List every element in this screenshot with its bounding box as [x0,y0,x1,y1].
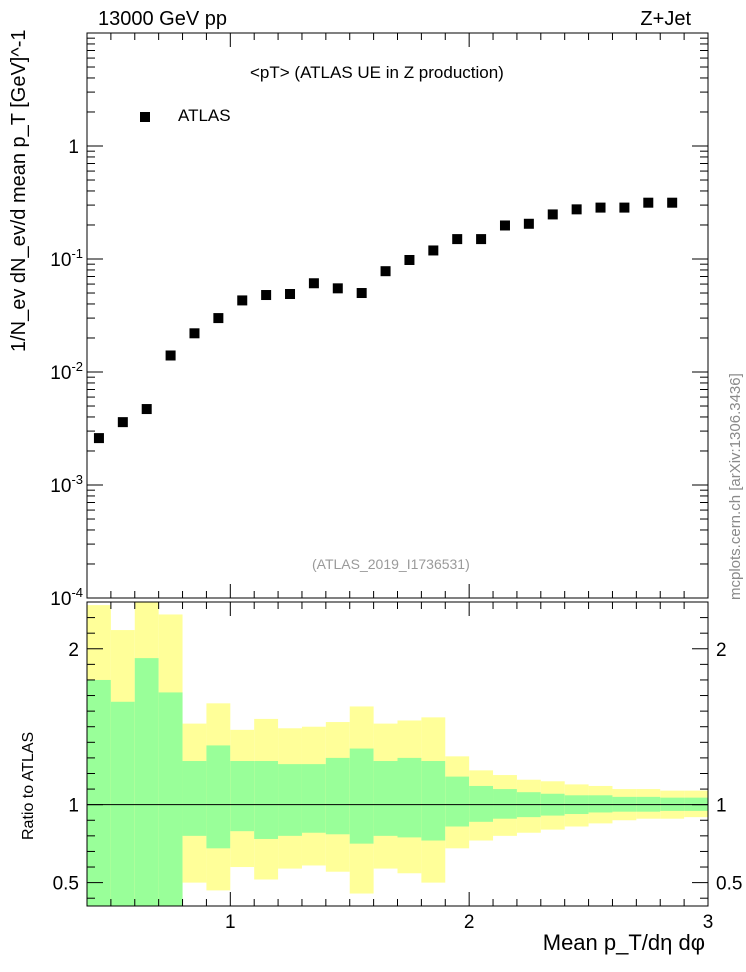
inner-band-bin [278,764,302,836]
data-point [571,204,582,215]
inner-band-bin [493,789,517,819]
process-label: Z+Jet [640,8,691,30]
ratio-bands [87,602,708,906]
data-point [93,433,104,444]
analysis-tag: (ATLAS_2019_I1736531) [312,556,470,572]
x-tick-label: 2 [464,912,475,933]
data-point [141,404,152,415]
inner-band-bin [110,701,135,906]
data-point [189,328,200,339]
inner-band-bin [182,761,207,836]
ratio-y-tick-label: 1 [68,796,79,817]
tick-labels: 10-4 10-3 10-2 10-1 1 0.5 0.5 1 1 2 2 1 2 3 [50,137,742,933]
data-point [499,220,510,231]
ratio-y-tick-label-right: 0.5 [716,874,742,895]
data-point [356,288,367,299]
y-tick-label: 10-4 [50,585,83,610]
data-point [643,197,654,208]
data-point [667,197,678,208]
data-point [595,202,606,213]
data-markers [93,197,678,444]
y-tick-label: 10-3 [50,472,83,497]
data-point [476,234,487,245]
inner-band-bin [254,761,279,839]
data-point [165,350,176,361]
main-panel-frame [86,32,709,599]
legend-marker [140,112,150,122]
y-tick-label: 10-1 [50,246,83,271]
plot-title: <pT> (ATLAS UE in Z production) [250,63,504,82]
side-label: mcplots.cern.ch [arXiv:1306.3436] [727,373,744,600]
inner-band-bin [469,785,494,822]
ratio-y-tick-label-right: 2 [716,640,727,661]
y-tick-label: 1 [68,137,79,158]
inner-band-bin [445,776,470,827]
ratio-y-axis-label: Ratio to ATLAS [20,731,37,840]
x-tick-label: 1 [225,912,236,933]
data-point [332,283,343,294]
inner-band-bin [134,658,159,906]
inner-band-bin [325,757,350,835]
data-point [237,295,248,306]
data-point [452,234,463,245]
inner-band-bin [206,745,231,849]
ratio-y-tick-label-right: 1 [716,796,727,817]
data-point [285,289,296,300]
data-point [619,202,630,213]
axis-ticks [86,33,709,906]
inner-band-bin [158,692,183,906]
data-point [547,209,558,220]
ratio-y-tick-label: 0.5 [53,874,79,895]
data-point [261,290,272,301]
inner-band-bin [301,764,326,833]
data-point [308,278,319,289]
inner-band-bin [349,748,374,844]
inner-band-bin [87,679,111,906]
inner-band-bin [397,757,422,838]
data-point [380,266,391,277]
data-point [523,218,534,229]
ratio-y-tick-label: 2 [68,640,79,661]
data-point [213,313,224,324]
inner-band-bin [421,761,446,841]
legend-label: ATLAS [178,106,231,125]
inner-band-bin [588,795,613,813]
y-tick-label: 10-2 [50,359,83,384]
x-tick-label: 3 [703,912,714,933]
data-point [404,254,415,265]
x-axis-label: Mean p_T/dη dφ [542,930,705,955]
data-point [117,417,128,428]
inner-band-bin [373,761,398,836]
energy-label: 13000 GeV pp [98,8,227,30]
data-point [428,245,439,256]
ratio-panel-frame [86,601,709,907]
main-y-axis-label: 1/N_ev dN_ev/d mean p_T [GeV]^-1 [8,29,30,352]
inner-band-bin [230,761,255,832]
